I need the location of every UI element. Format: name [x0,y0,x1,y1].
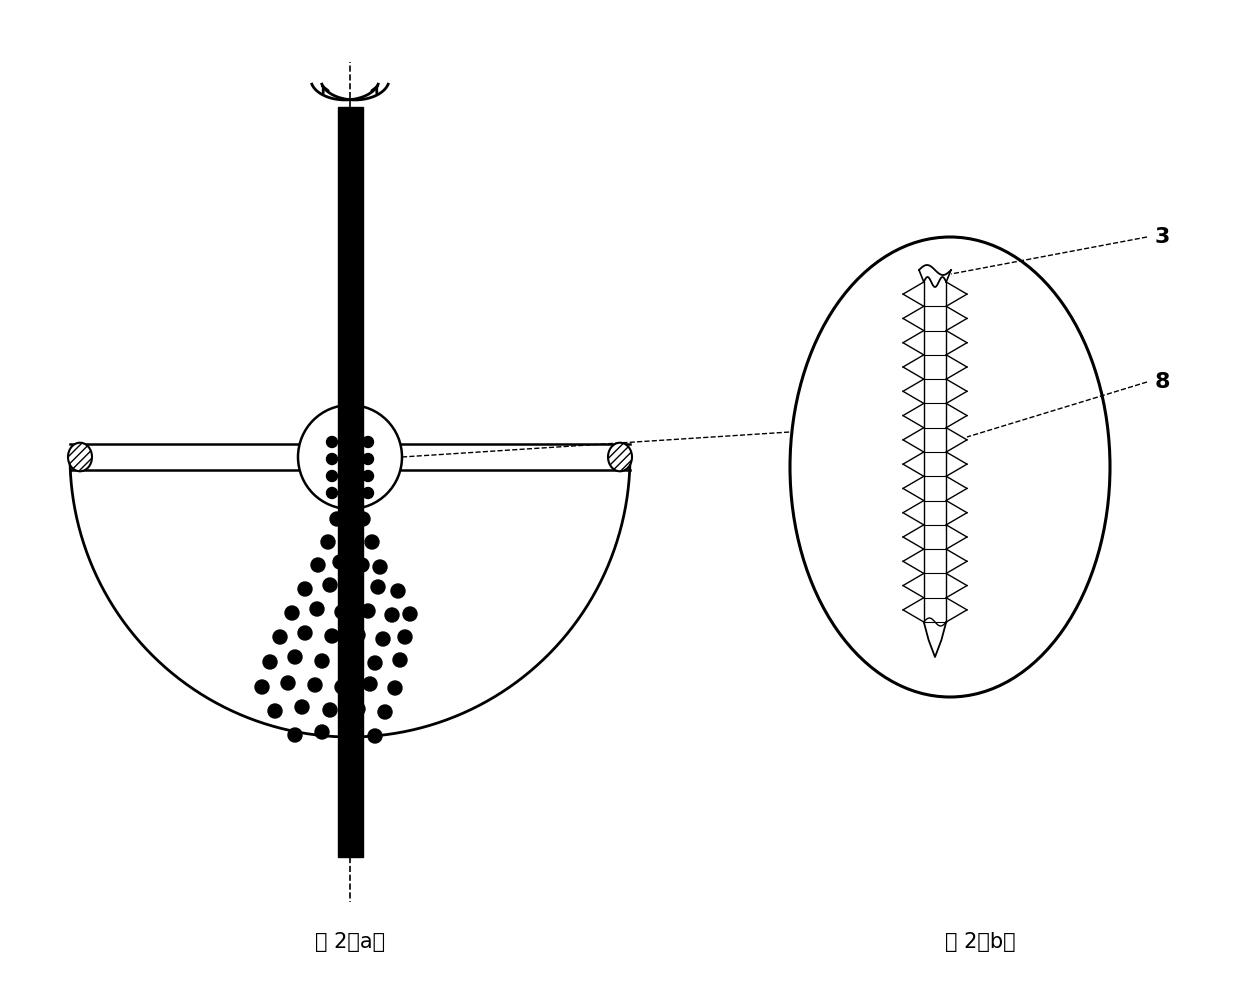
Ellipse shape [608,443,632,472]
Circle shape [322,703,337,717]
Circle shape [273,630,286,644]
Circle shape [335,605,348,619]
Circle shape [325,629,339,643]
Circle shape [281,676,295,690]
Circle shape [288,728,303,742]
Circle shape [348,582,362,596]
Circle shape [298,405,402,509]
Circle shape [391,584,405,598]
Circle shape [398,630,412,644]
Circle shape [368,656,382,670]
Circle shape [263,655,277,669]
Circle shape [326,471,337,482]
Circle shape [368,729,382,743]
Circle shape [365,535,379,549]
Circle shape [376,632,391,646]
Circle shape [295,700,309,714]
Circle shape [393,653,407,667]
Circle shape [371,580,384,594]
Ellipse shape [68,443,92,472]
Circle shape [288,650,303,664]
Circle shape [355,558,370,572]
Circle shape [373,560,387,574]
Circle shape [315,725,329,739]
Circle shape [388,681,402,695]
Circle shape [335,680,348,694]
Circle shape [361,604,374,618]
Circle shape [403,607,417,621]
Circle shape [298,582,312,596]
Circle shape [363,677,377,691]
Circle shape [384,608,399,622]
Circle shape [334,555,347,569]
Circle shape [268,704,281,718]
Circle shape [321,535,335,549]
Text: 图 2（a）: 图 2（a） [315,932,386,952]
Circle shape [362,454,373,465]
Circle shape [308,678,322,692]
Circle shape [326,454,337,465]
Ellipse shape [790,237,1110,697]
Circle shape [343,727,357,741]
Circle shape [310,602,324,616]
Circle shape [351,702,365,716]
Circle shape [362,488,373,498]
Text: 图 2（b）: 图 2（b） [945,932,1016,952]
Circle shape [330,512,343,526]
Circle shape [351,628,365,642]
Circle shape [326,437,337,448]
Circle shape [378,705,392,719]
Circle shape [311,558,325,572]
Circle shape [343,532,357,546]
Circle shape [362,471,373,482]
Circle shape [255,680,269,694]
Circle shape [315,654,329,668]
Bar [337,107,362,857]
Text: 3: 3 [1154,227,1171,247]
Circle shape [326,488,337,498]
Circle shape [362,437,373,448]
Circle shape [322,578,337,592]
Circle shape [341,652,355,666]
Circle shape [285,606,299,620]
Text: 8: 8 [1154,372,1171,392]
Circle shape [298,626,312,640]
Circle shape [356,512,370,526]
